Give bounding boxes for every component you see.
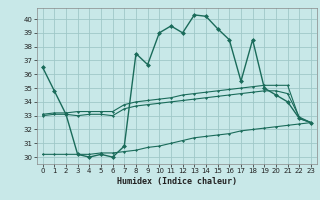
X-axis label: Humidex (Indice chaleur): Humidex (Indice chaleur) [117,177,237,186]
